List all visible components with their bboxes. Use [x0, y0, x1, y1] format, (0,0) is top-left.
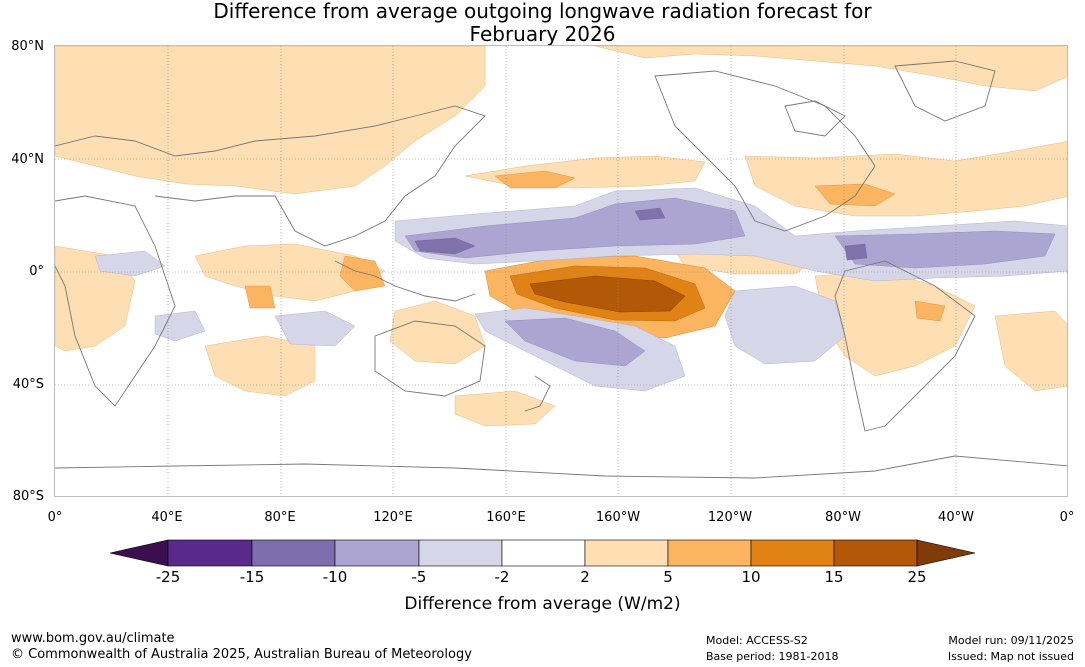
- colorbar-tick-10: 10: [741, 568, 761, 586]
- lat-label-40s: 40°S: [12, 377, 44, 392]
- positive-anomaly-mid: [244, 170, 946, 322]
- footer-issued: Issued: Map not issued: [947, 650, 1074, 663]
- colorbar-tick-5: 5: [663, 568, 673, 586]
- colorbar-tick-minus10: -10: [322, 568, 348, 586]
- positive-anomaly-core: [484, 255, 736, 339]
- lon-label-0-left: 0°: [47, 510, 63, 525]
- colorbar-tick-minus15: -15: [239, 568, 265, 586]
- colorbar-segment-5: [501, 539, 586, 567]
- footer-model-run: Model run: 09/11/2025: [948, 634, 1074, 647]
- colorbar-segment-6: [584, 539, 669, 567]
- lon-label-0-right: 0°: [1059, 510, 1075, 525]
- colorbar-tick-minus2: -2: [494, 568, 510, 586]
- lon-label-40e: 40°E: [151, 510, 183, 525]
- footer-model: Model: ACCESS-S2: [706, 634, 808, 647]
- colorbar-segment-7: [667, 539, 752, 567]
- colorbar-extend-low: [109, 539, 169, 567]
- positive-anomaly-light: [55, 46, 1067, 427]
- colorbar-tick-25: 25: [907, 568, 927, 586]
- coastlines: [55, 60, 1067, 479]
- colorbar-segment-9: [833, 539, 918, 567]
- colorbar-tick-minus25: -25: [155, 568, 181, 586]
- lon-label-80w: 80°W: [825, 510, 861, 525]
- lat-label-80s: 80°S: [12, 489, 44, 504]
- lon-label-40w: 40°W: [938, 510, 974, 525]
- map-panel: [54, 45, 1068, 497]
- colorbar-segment-4: [418, 539, 503, 567]
- title-line-1: Difference from average outgoing longwav…: [213, 0, 872, 23]
- footer-copyright: © Commonwealth of Australia 2025, Austra…: [11, 647, 472, 662]
- colorbar-tick-15: 15: [824, 568, 844, 586]
- lat-label-0: 0°: [29, 264, 44, 279]
- colorbar-tick-2: 2: [580, 568, 590, 586]
- colorbar-tick-minus5: -5: [411, 568, 427, 586]
- lon-label-120w: 120°W: [707, 510, 753, 525]
- lon-label-120e: 120°E: [373, 510, 413, 525]
- colorbar-extend-high: [916, 539, 976, 567]
- lat-label-80n: 80°N: [11, 39, 44, 54]
- lat-label-40n: 40°N: [11, 152, 44, 167]
- colorbar-segment-3: [334, 539, 420, 567]
- gridlines: [55, 46, 1067, 496]
- colorbar-segment-1: [167, 539, 253, 567]
- colorbar-segment-2: [251, 539, 336, 567]
- colorbar-label: Difference from average (W/m2): [404, 594, 681, 614]
- footer-website[interactable]: www.bom.gov.au/climate: [11, 631, 175, 646]
- colorbar-segment-8: [750, 539, 835, 567]
- footer-base-period: Base period: 1981-2018: [706, 650, 839, 663]
- lon-label-160e: 160°E: [486, 510, 526, 525]
- anomaly-map: [55, 46, 1067, 496]
- title-line-2: February 2026: [469, 22, 616, 46]
- negative-anomaly-dark: [414, 207, 868, 261]
- lon-label-80e: 80°E: [264, 510, 296, 525]
- colorbar: [109, 539, 976, 567]
- lon-label-160w: 160°W: [595, 510, 641, 525]
- map-title: Difference from average outgoing longwav…: [0, 0, 1085, 46]
